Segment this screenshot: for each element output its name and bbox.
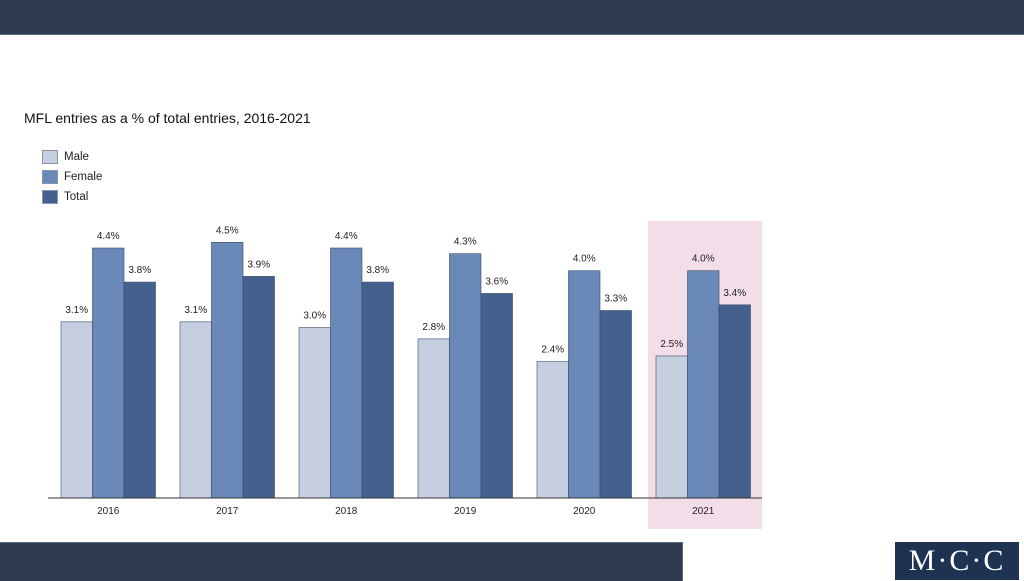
bar-male-2019 xyxy=(417,338,450,499)
bar-total-2021 xyxy=(718,304,751,499)
bottom-banner xyxy=(0,542,683,581)
data-label-female-2020: 4.0% xyxy=(573,254,596,265)
data-label-male-2019: 2.8% xyxy=(422,322,445,333)
bar-male-2020 xyxy=(536,361,569,499)
legend-label-male: Male xyxy=(64,151,89,163)
top-banner xyxy=(0,0,1024,35)
data-label-female-2018: 4.4% xyxy=(335,231,358,242)
chart-legend: Male Female Total xyxy=(42,147,102,207)
data-label-male-2018: 3.0% xyxy=(303,311,326,322)
bar-total-2016 xyxy=(123,281,156,499)
bar-female-2020 xyxy=(568,270,601,499)
bar-total-2018 xyxy=(361,281,394,499)
data-label-male-2021: 2.5% xyxy=(660,339,683,350)
chart-title: MFL entries as a % of total entries, 201… xyxy=(24,110,311,126)
bar-male-2016 xyxy=(60,321,93,499)
bar-total-2020 xyxy=(599,310,632,499)
legend-swatch-female xyxy=(42,170,58,184)
bar-male-2017 xyxy=(179,321,212,499)
x-tick-label-2016: 2016 xyxy=(97,506,120,517)
x-tick-label-2020: 2020 xyxy=(573,506,596,517)
x-tick-label-2021: 2021 xyxy=(692,506,715,517)
data-label-female-2019: 4.3% xyxy=(454,237,477,248)
legend-swatch-total xyxy=(42,190,58,204)
legend-label-total: Total xyxy=(64,191,89,203)
x-tick-label-2018: 2018 xyxy=(335,506,358,517)
bar-male-2018 xyxy=(298,327,331,499)
data-label-total-2021: 3.4% xyxy=(723,288,746,299)
legend-swatch-male xyxy=(42,150,58,164)
data-label-total-2020: 3.3% xyxy=(604,294,627,305)
bar-total-2017 xyxy=(242,276,275,499)
x-tick-label-2017: 2017 xyxy=(216,506,239,517)
bar-female-2021 xyxy=(687,270,720,499)
bar-female-2017 xyxy=(211,242,244,499)
data-label-male-2016: 3.1% xyxy=(65,305,88,316)
data-label-female-2017: 4.5% xyxy=(216,225,239,236)
data-label-total-2018: 3.8% xyxy=(366,265,389,276)
data-label-male-2017: 3.1% xyxy=(184,305,207,316)
bar-female-2019 xyxy=(449,253,482,499)
legend-item-total: Total xyxy=(42,187,102,207)
data-label-total-2019: 3.6% xyxy=(485,276,508,287)
data-label-male-2020: 2.4% xyxy=(541,345,564,356)
data-label-female-2021: 4.0% xyxy=(692,254,715,265)
bar-female-2018 xyxy=(330,247,363,499)
x-tick-label-2019: 2019 xyxy=(454,506,477,517)
bar-male-2021 xyxy=(655,355,688,499)
bar-total-2019 xyxy=(480,293,513,499)
data-label-total-2017: 3.9% xyxy=(247,259,270,270)
legend-item-male: Male xyxy=(42,147,102,167)
data-label-total-2016: 3.8% xyxy=(128,265,151,276)
bar-female-2016 xyxy=(92,247,125,499)
data-label-female-2016: 4.4% xyxy=(97,231,120,242)
legend-item-female: Female xyxy=(42,167,102,187)
legend-label-female: Female xyxy=(64,171,103,183)
mcc-logo: M·C·C xyxy=(895,542,1019,580)
